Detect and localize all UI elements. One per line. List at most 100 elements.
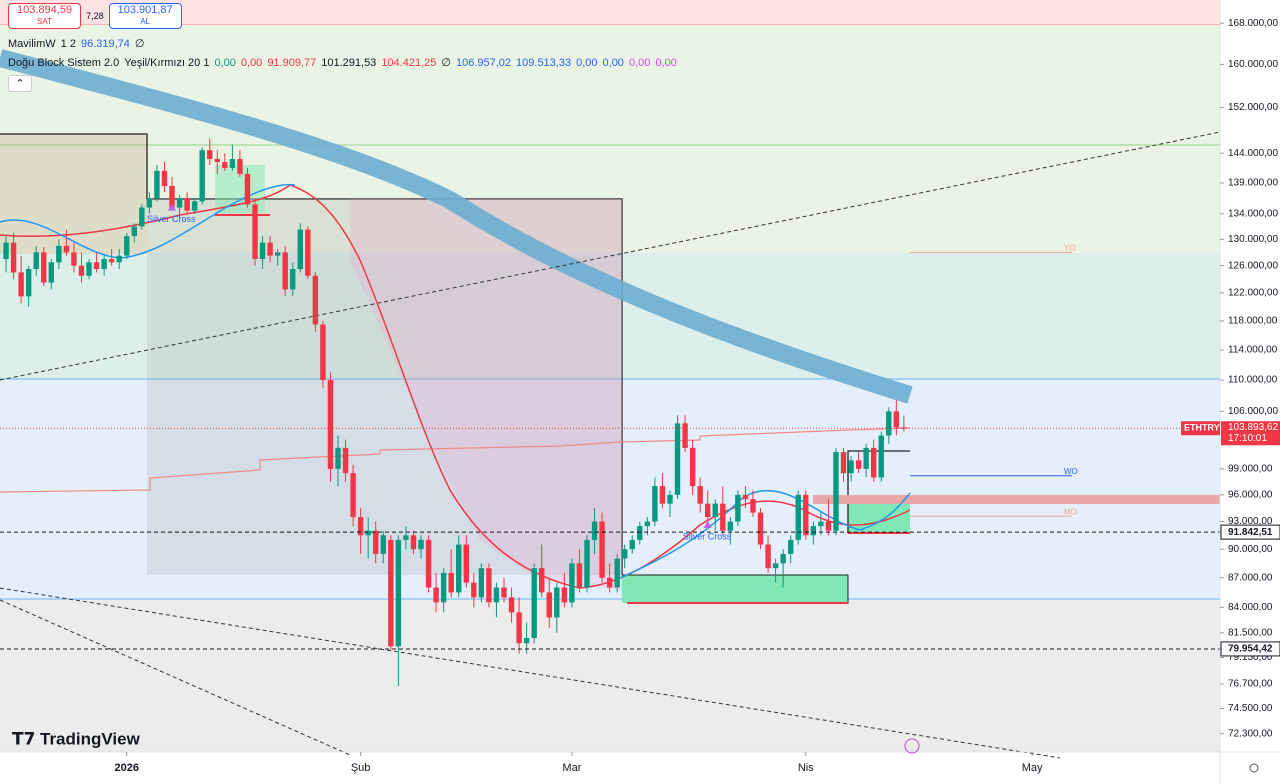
- candle-body: [742, 494, 749, 500]
- candle-body: [508, 597, 515, 613]
- x-tick-label: Nis: [798, 762, 814, 774]
- candle-body: [176, 198, 183, 208]
- candle-body: [320, 324, 326, 381]
- y-tick-label: 114.000,00: [1228, 345, 1278, 356]
- candle-body: [463, 544, 469, 583]
- candle-body: [116, 255, 122, 263]
- x-tick-label: May: [1022, 762, 1043, 774]
- candle-body: [803, 494, 809, 536]
- indicator-value: 109.513,33: [516, 56, 572, 69]
- level-label: YO: [1064, 244, 1076, 253]
- candle-body: [41, 252, 47, 283]
- candle-body: [267, 242, 273, 256]
- buy-button[interactable]: 103.901,87 AL: [108, 3, 182, 29]
- background-zones: [0, 0, 1220, 752]
- candle-body: [501, 587, 507, 598]
- candle-body: [810, 526, 817, 536]
- candle-body: [244, 173, 251, 205]
- candle-body: [863, 447, 869, 469]
- candle-body: [682, 423, 688, 448]
- candle-body: [825, 521, 832, 531]
- x-tick-label: Şub: [351, 762, 371, 774]
- y-tick-label: 84.000,00: [1228, 602, 1273, 613]
- candle-body: [554, 587, 560, 618]
- candle-body: [3, 242, 9, 260]
- candle-body: [705, 503, 711, 518]
- candle-body: [539, 568, 545, 593]
- candle-body: [750, 499, 756, 513]
- y-tick-label: 72.300,00: [1228, 728, 1273, 739]
- candle-body: [86, 262, 92, 276]
- candle-body: [893, 411, 900, 428]
- candle-body: [818, 521, 824, 527]
- candle-body: [855, 460, 862, 469]
- candle-body: [312, 275, 319, 325]
- candle-body: [365, 530, 371, 536]
- sell-price: 103.894,59: [17, 4, 73, 16]
- candle-body: [395, 539, 402, 647]
- spread: 7,28: [86, 11, 104, 21]
- candle-body: [478, 568, 485, 598]
- candle-body: [772, 563, 779, 569]
- sell-label: SAT: [37, 17, 53, 26]
- candle-body: [870, 447, 877, 478]
- candle-body: [569, 563, 575, 603]
- candle-body: [712, 503, 718, 518]
- cross-marker: [703, 520, 712, 528]
- candle-body: [305, 229, 311, 276]
- price-tag-label: 91.842,51: [1228, 527, 1273, 538]
- candle-body: [161, 170, 168, 186]
- candle-body: [342, 447, 349, 474]
- y-tick-label: 106.000,00: [1228, 406, 1278, 417]
- candle-body: [25, 269, 32, 297]
- candle-body: [139, 207, 145, 227]
- candle-body: [425, 539, 432, 588]
- candle-body: [523, 637, 530, 644]
- candle-body: [184, 198, 190, 211]
- price-tag: [1220, 641, 1280, 657]
- y-tick-label: 81.500,00: [1228, 627, 1273, 638]
- candle-body: [101, 259, 107, 270]
- candle-body: [237, 159, 243, 174]
- settings-icon[interactable]: [1249, 763, 1259, 773]
- candle-body: [146, 198, 153, 208]
- collapse-button[interactable]: ⌃: [8, 75, 32, 92]
- candle-body: [108, 259, 115, 263]
- indicator-lines: [0, 49, 1221, 759]
- indicator-value: Doğu Block Sistem 2.0: [8, 56, 120, 69]
- indicator-value: 1 2: [60, 37, 76, 50]
- candle-body: [335, 447, 341, 469]
- y-tick-label: 126.000,00: [1228, 260, 1278, 271]
- candle-body: [154, 170, 160, 199]
- y-tick-label: 76.700,00: [1228, 679, 1273, 690]
- candle-body: [591, 521, 598, 540]
- y-tick-label: 90.000,00: [1228, 544, 1273, 555]
- candle-body: [757, 512, 764, 545]
- countdown: 17:10:01: [1228, 433, 1267, 444]
- candle-body: [614, 558, 620, 588]
- sell-button[interactable]: 103.894,59 SAT: [8, 3, 82, 29]
- candle-body: [780, 553, 786, 564]
- y-axis-bg: [1220, 0, 1280, 784]
- candle-body: [297, 229, 303, 270]
- candle-body: [727, 521, 734, 531]
- lightning-icon[interactable]: [904, 738, 920, 754]
- candle-body: [637, 526, 643, 540]
- candle-body: [48, 262, 55, 283]
- indicator-value: 0,00: [602, 56, 624, 69]
- candle-body: [848, 460, 854, 474]
- candle-body: [169, 185, 175, 208]
- indicator-legend: Doğu Block Sistem 2.0 Yeşil/Kırmızı 20 1 0…: [8, 56, 677, 70]
- candle-body: [418, 539, 424, 550]
- price-tag: [1220, 524, 1280, 540]
- logo-mark: 𝗧𝟳: [12, 729, 35, 748]
- plot-layer: YO WO MO Silver Cross Silver Cross: [0, 138, 1220, 687]
- candle-body: [229, 159, 236, 168]
- candle-body: [486, 568, 492, 603]
- candle-body: [652, 486, 658, 522]
- candle-body: [403, 535, 409, 540]
- candle-body: [493, 587, 500, 603]
- candle-body: [214, 159, 220, 162]
- y-tick-label: 152.000,00: [1228, 102, 1278, 113]
